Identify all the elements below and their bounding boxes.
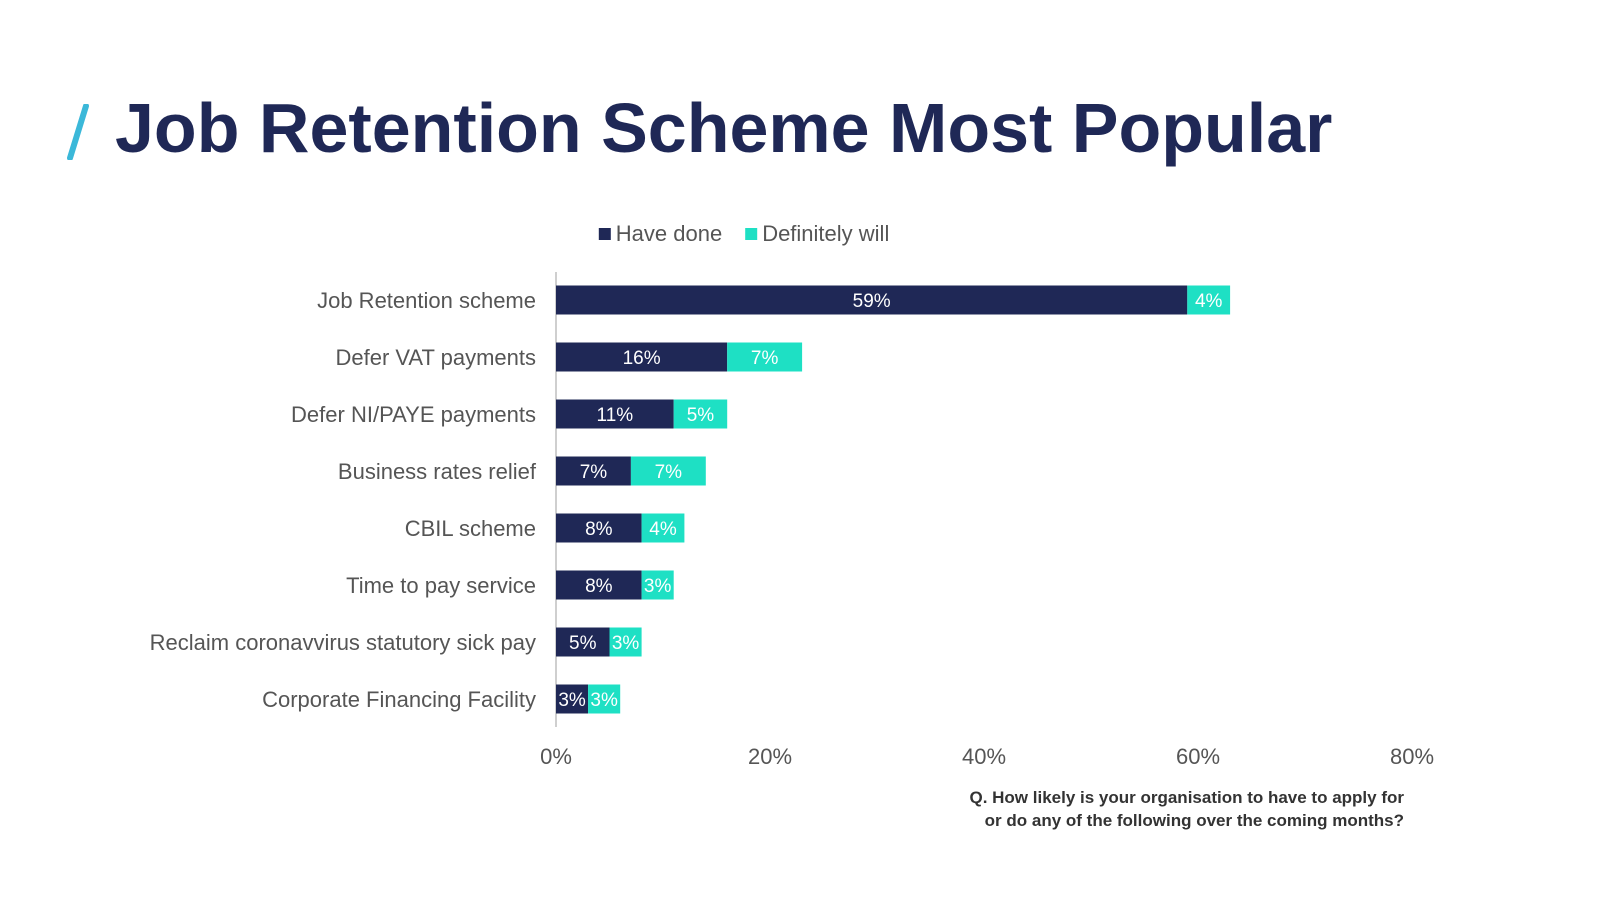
legend-label-0: Have done (616, 221, 722, 246)
bar-1-3 (630, 456, 706, 486)
bar-0-4 (556, 513, 642, 543)
bar-value-label-0-3: 7% (580, 462, 608, 483)
x-tick-label-0: 0% (540, 744, 572, 769)
survey-question-note: Q. How likely is your organisation to ha… (969, 786, 1404, 832)
category-label-6: Reclaim coronavvirus statutory sick pay (150, 630, 536, 655)
bar-1-1 (727, 342, 803, 372)
bar-0-1 (556, 342, 728, 372)
category-label-5: Time to pay service (346, 573, 536, 598)
bar-value-label-0-1: 16% (623, 348, 661, 369)
bar-1-5 (641, 570, 674, 600)
bar-1-6 (609, 627, 642, 657)
bar-1-7 (588, 684, 621, 714)
category-label-4: CBIL scheme (405, 516, 536, 541)
x-tick-label-4: 80% (1390, 744, 1434, 769)
bar-value-label-1-6: 3% (612, 633, 640, 654)
bar-0-0 (556, 285, 1188, 315)
legend-swatch-1 (745, 228, 758, 240)
accent-slash-icon (67, 104, 89, 160)
bar-value-label-0-4: 8% (585, 519, 613, 540)
bar-0-2 (556, 399, 674, 429)
bar-value-label-0-7: 3% (558, 690, 586, 711)
bar-value-label-1-1: 7% (751, 348, 779, 369)
survey-question-line-2: or do any of the following over the comi… (984, 811, 1404, 830)
bar-value-label-0-5: 8% (585, 576, 613, 597)
legend-label-1: Definitely will (762, 221, 889, 246)
page-title: Job Retention Scheme Most Popular (115, 89, 1333, 167)
bar-0-5 (556, 570, 642, 600)
x-tick-label-3: 60% (1176, 744, 1220, 769)
category-label-7: Corporate Financing Facility (262, 687, 536, 712)
bar-0-6 (556, 627, 610, 657)
bar-value-label-1-7: 3% (590, 690, 618, 711)
legend-swatch-0 (598, 228, 611, 240)
category-label-0: Job Retention scheme (317, 288, 536, 313)
bar-value-label-1-2: 5% (687, 405, 715, 426)
category-label-2: Defer NI/PAYE payments (291, 402, 536, 427)
bar-value-label-1-0: 4% (1195, 291, 1223, 312)
bar-0-7 (556, 684, 589, 714)
bar-1-4 (641, 513, 685, 543)
bar-1-0 (1187, 285, 1231, 315)
x-tick-label-2: 40% (962, 744, 1006, 769)
x-tick-label-1: 20% (748, 744, 792, 769)
bar-value-label-0-2: 11% (597, 405, 634, 426)
category-label-1: Defer VAT payments (335, 345, 536, 370)
bar-value-label-1-3: 7% (655, 462, 683, 483)
bar-value-label-0-6: 5% (569, 633, 597, 654)
bar-value-label-1-4: 4% (649, 519, 677, 540)
bar-1-2 (673, 399, 728, 429)
bar-value-label-0-0: 59% (853, 291, 891, 312)
bar-0-3 (556, 456, 631, 486)
category-label-3: Business rates relief (338, 459, 537, 484)
bar-value-label-1-5: 3% (644, 576, 672, 597)
survey-question-line-1: Q. How likely is your organisation to ha… (969, 788, 1404, 807)
